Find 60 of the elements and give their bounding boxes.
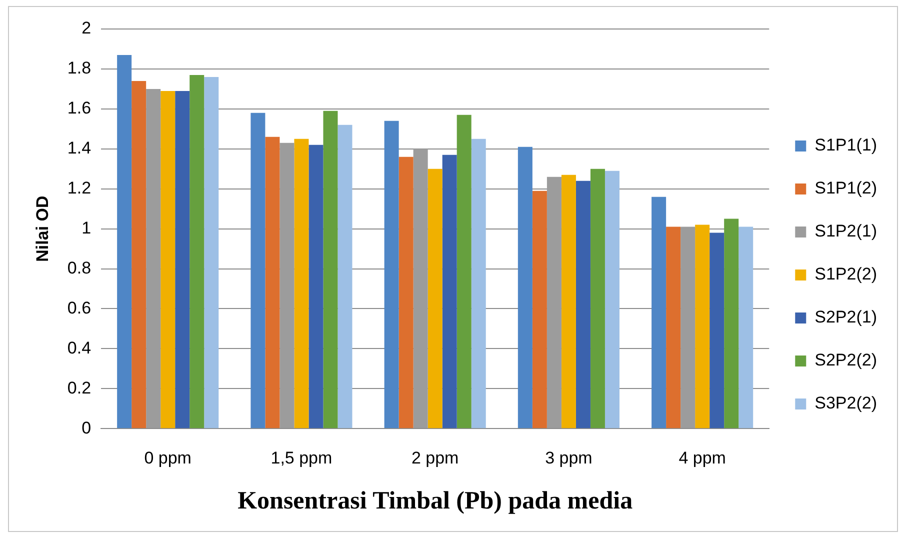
bar [160,90,176,428]
bar [190,74,204,428]
bar [666,226,681,428]
bar [710,232,724,428]
bar [532,190,547,428]
bar [265,136,280,428]
bar [175,90,190,428]
bar [204,76,219,428]
bar [680,226,696,428]
x-axis-title: Konsentrasi Timbal (Pb) pada media [238,487,634,514]
x-tick-label: 2 ppm [411,448,459,468]
y-tick-label: 1.2 [67,178,92,198]
bar [323,110,338,428]
y-tick-label: 0 [82,418,92,438]
bar [471,138,486,428]
bar [413,148,428,428]
bar [117,54,132,428]
y-tick-label: 1.4 [67,138,92,158]
y-tick-label: 2 [82,18,92,38]
y-axis-title: Nilai OD [32,196,52,262]
x-tick-label: 3 ppm [545,448,592,468]
bar [518,146,532,428]
x-tick-label: 1,5 ppm [270,448,332,468]
bar [590,168,605,428]
y-tick-label: 1.8 [67,58,92,78]
bar [398,156,414,428]
bar [604,170,620,428]
legend-label: S2P2(1) [814,308,878,327]
bar [338,124,352,428]
bar [724,218,739,428]
y-tick-label: 1 [82,218,92,238]
y-tick-label: 0.2 [67,378,92,398]
legend-label: S1P2(2) [814,264,878,284]
legend-label: S1P1(2) [814,178,878,198]
bar [384,120,399,428]
bar [738,226,754,428]
y-tick-label: 0.4 [67,338,92,358]
legend-label: S2P2(2) [814,350,878,370]
x-tick-label: 0 ppm [144,448,192,468]
bar [308,144,324,428]
bar [294,138,309,428]
bar [442,154,457,428]
bar [146,88,161,428]
bar [652,196,666,428]
bar [456,114,472,428]
legend-label: S1P2(1) [814,222,878,241]
bar [561,174,576,428]
legend-label: S1P1(1) [814,136,878,155]
y-tick-label: 1.6 [67,98,92,118]
bar [695,224,710,428]
bar [250,112,266,428]
bar [546,176,562,428]
bar [280,142,294,428]
legend-label: S3P2(2) [814,394,878,413]
bar [576,180,590,428]
bar [132,80,146,428]
y-tick-label: 0.8 [67,258,92,278]
x-tick-label: 4 ppm [678,448,726,468]
bar [428,168,442,428]
y-tick-label: 0.6 [67,298,92,318]
